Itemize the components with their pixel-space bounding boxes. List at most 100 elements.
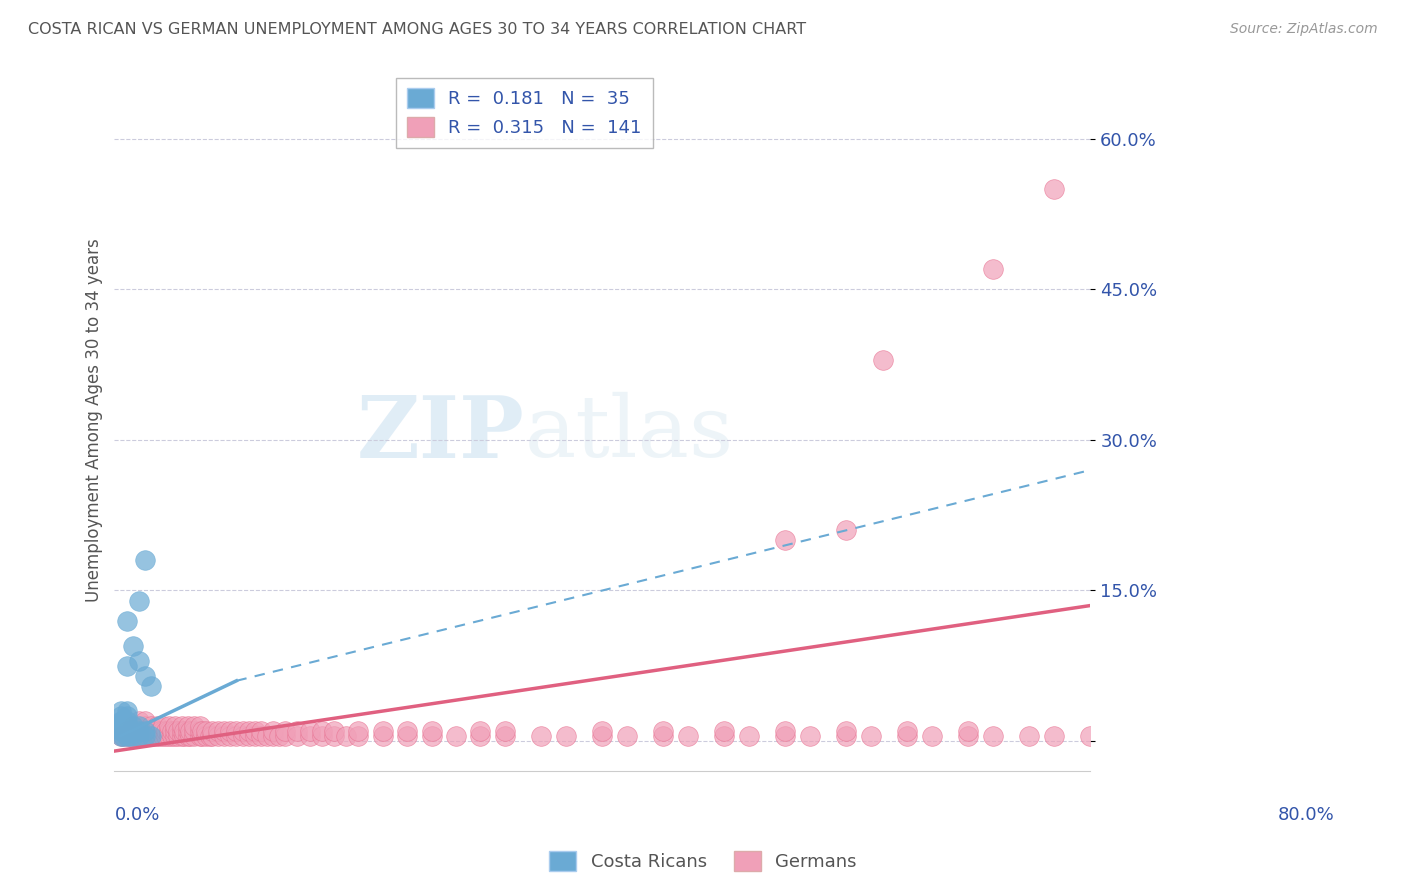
- Legend: R =  0.181   N =  35, R =  0.315   N =  141: R = 0.181 N = 35, R = 0.315 N = 141: [396, 78, 652, 148]
- Point: [138, 723, 160, 738]
- Point: [115, 723, 138, 738]
- Point: [157, 729, 180, 743]
- Point: [191, 723, 214, 738]
- Point: [157, 723, 180, 738]
- Point: [396, 729, 419, 743]
- Point: [165, 723, 187, 738]
- Point: [347, 729, 370, 743]
- Text: atlas: atlas: [524, 392, 734, 475]
- Point: [188, 729, 211, 743]
- Point: [799, 729, 821, 743]
- Point: [859, 729, 882, 743]
- Point: [243, 729, 266, 743]
- Point: [110, 719, 132, 733]
- Point: [155, 729, 177, 743]
- Point: [1043, 729, 1066, 743]
- Point: [775, 723, 797, 738]
- Point: [121, 719, 143, 733]
- Point: [738, 729, 761, 743]
- Point: [323, 729, 346, 743]
- Point: [198, 729, 221, 743]
- Point: [311, 723, 333, 738]
- Text: Source: ZipAtlas.com: Source: ZipAtlas.com: [1230, 22, 1378, 37]
- Point: [212, 723, 235, 738]
- Point: [238, 723, 260, 738]
- Point: [219, 729, 242, 743]
- Point: [134, 719, 156, 733]
- Point: [128, 729, 150, 743]
- Point: [115, 723, 138, 738]
- Point: [121, 723, 143, 738]
- Point: [176, 729, 198, 743]
- Point: [128, 593, 150, 607]
- Point: [1018, 729, 1040, 743]
- Point: [371, 729, 394, 743]
- Point: [118, 729, 141, 743]
- Point: [110, 714, 132, 728]
- Point: [134, 714, 156, 728]
- Point: [176, 723, 198, 738]
- Point: [287, 729, 309, 743]
- Point: [269, 729, 291, 743]
- Point: [420, 729, 443, 743]
- Point: [420, 723, 443, 738]
- Point: [170, 723, 193, 738]
- Point: [835, 523, 858, 537]
- Point: [591, 729, 613, 743]
- Point: [110, 709, 132, 723]
- Point: [243, 723, 266, 738]
- Point: [128, 719, 150, 733]
- Point: [494, 729, 516, 743]
- Point: [146, 723, 169, 738]
- Point: [115, 729, 138, 743]
- Point: [256, 729, 278, 743]
- Point: [311, 729, 333, 743]
- Point: [121, 729, 143, 743]
- Point: [176, 719, 198, 733]
- Point: [124, 729, 146, 743]
- Point: [134, 553, 156, 567]
- Point: [138, 729, 160, 743]
- Point: [470, 729, 492, 743]
- Point: [170, 729, 193, 743]
- Point: [179, 723, 201, 738]
- Point: [225, 729, 247, 743]
- Point: [201, 723, 224, 738]
- Point: [957, 723, 980, 738]
- Point: [115, 704, 138, 718]
- Point: [155, 723, 177, 738]
- Point: [298, 729, 321, 743]
- Point: [287, 723, 309, 738]
- Point: [110, 723, 132, 738]
- Point: [896, 729, 918, 743]
- Point: [713, 729, 735, 743]
- Point: [835, 723, 858, 738]
- Point: [981, 729, 1004, 743]
- Point: [146, 719, 169, 733]
- Point: [713, 723, 735, 738]
- Point: [835, 729, 858, 743]
- Point: [188, 723, 211, 738]
- Point: [335, 729, 357, 743]
- Point: [616, 729, 638, 743]
- Point: [470, 723, 492, 738]
- Point: [1043, 182, 1066, 196]
- Point: [134, 729, 156, 743]
- Point: [1080, 729, 1102, 743]
- Point: [921, 729, 943, 743]
- Point: [166, 729, 188, 743]
- Point: [191, 729, 214, 743]
- Point: [128, 723, 150, 738]
- Point: [183, 729, 205, 743]
- Point: [115, 658, 138, 673]
- Point: [676, 729, 699, 743]
- Point: [121, 723, 143, 738]
- Point: [166, 723, 188, 738]
- Point: [274, 729, 297, 743]
- Point: [128, 714, 150, 728]
- Text: ZIP: ZIP: [357, 392, 524, 475]
- Point: [111, 729, 134, 743]
- Point: [152, 729, 174, 743]
- Point: [250, 723, 273, 738]
- Point: [128, 654, 150, 668]
